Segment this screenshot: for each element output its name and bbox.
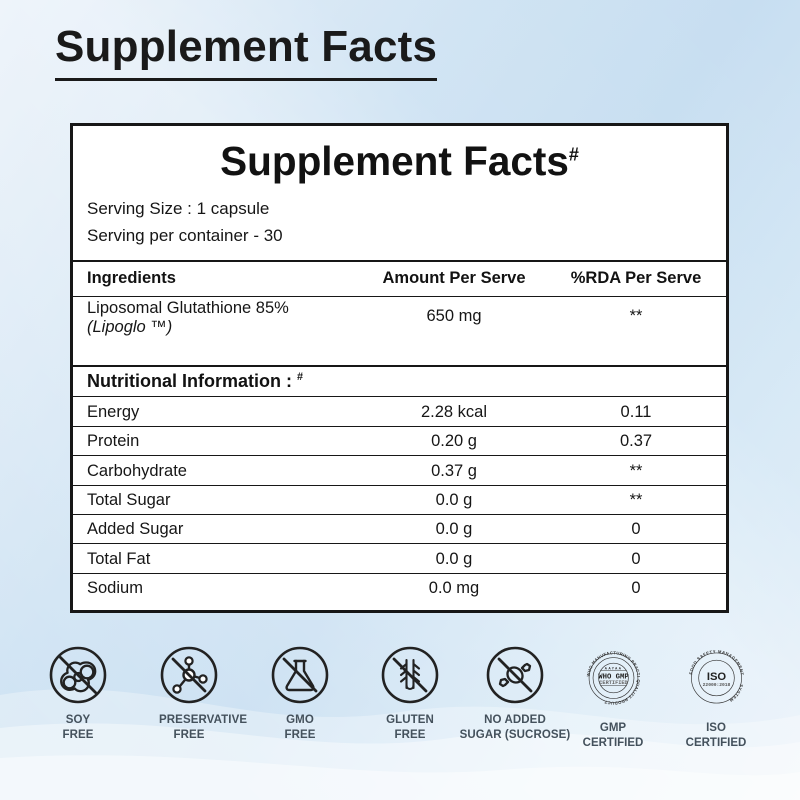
svg-text:WHO MANUFACTURING PRACTICE: WHO MANUFACTURING PRACTICE <box>580 645 641 677</box>
svg-text:SYSTEM: SYSTEM <box>728 684 744 704</box>
svg-text:CERTIFIED: CERTIFIED <box>599 680 627 686</box>
svg-text:AAYAA: AAYAA <box>604 666 622 670</box>
svg-text:ISO: ISO <box>706 671 726 683</box>
svg-text:22000:2018: 22000:2018 <box>702 682 730 688</box>
